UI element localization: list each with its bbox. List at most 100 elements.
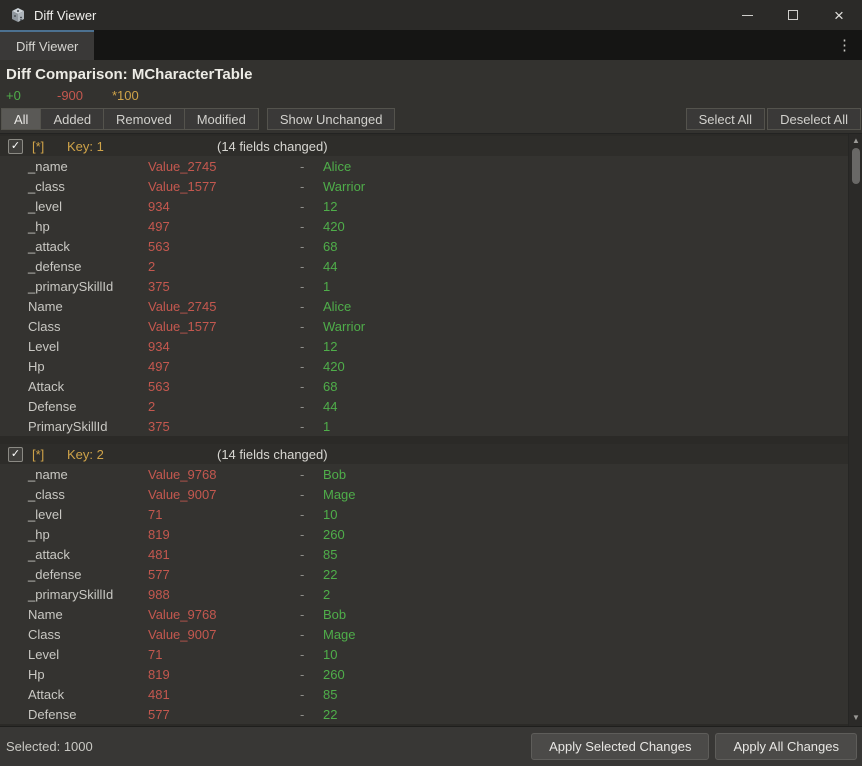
field-new-value: Alice bbox=[323, 298, 352, 314]
group-checkbox[interactable]: ✓ bbox=[8, 446, 23, 462]
filter-added[interactable]: Added bbox=[40, 108, 105, 130]
field-name: _hp bbox=[28, 526, 50, 542]
field-old-value: 577 bbox=[148, 706, 170, 722]
field-old-value: Value_9768 bbox=[148, 466, 217, 482]
field-name: _name bbox=[28, 466, 68, 482]
field-name: Hp bbox=[28, 358, 45, 374]
field-new-value: 22 bbox=[323, 566, 338, 582]
field-row: Attack 481 - 85 bbox=[0, 684, 848, 704]
field-name: Attack bbox=[28, 686, 65, 702]
scroll-up-arrow-icon[interactable]: ▲ bbox=[852, 136, 860, 145]
field-name: Level bbox=[28, 338, 60, 354]
field-row: _hp 497 - 420 bbox=[0, 216, 848, 236]
field-separator: - bbox=[300, 218, 305, 234]
field-name: Class bbox=[28, 318, 61, 334]
field-old-value: Value_1577 bbox=[148, 178, 217, 194]
field-new-value: Mage bbox=[323, 486, 356, 502]
field-row: Defense 577 - 22 bbox=[0, 704, 848, 724]
window-title: Diff Viewer bbox=[34, 7, 97, 23]
field-separator: - bbox=[300, 298, 305, 314]
close-icon: × bbox=[834, 5, 844, 25]
field-old-value: Value_9768 bbox=[148, 606, 217, 622]
filter-toolbar: All Added Removed Modified Show Unchanged S… bbox=[0, 107, 862, 131]
field-new-value: 2 bbox=[323, 586, 331, 602]
field-old-value: 71 bbox=[148, 646, 163, 662]
field-old-value: Value_2745 bbox=[148, 158, 217, 174]
close-button[interactable]: × bbox=[816, 0, 862, 30]
field-separator: - bbox=[300, 378, 305, 394]
field-new-value: 12 bbox=[323, 338, 338, 354]
group-summary: (14 fields changed) bbox=[217, 446, 328, 462]
field-new-value: 22 bbox=[323, 706, 338, 722]
field-row: _name Value_9768 - Bob bbox=[0, 464, 848, 484]
field-row: _defense 577 - 22 bbox=[0, 564, 848, 584]
field-separator: - bbox=[300, 158, 305, 174]
tab-diff-viewer[interactable]: Diff Viewer bbox=[0, 30, 95, 60]
field-old-value: 497 bbox=[148, 358, 170, 374]
header-block: Diff Comparison: MCharacterTable +0 -900… bbox=[0, 60, 862, 105]
filter-modified[interactable]: Modified bbox=[183, 108, 259, 130]
field-row: Name Value_2745 - Alice bbox=[0, 296, 848, 316]
apply-selected-changes-button[interactable]: Apply Selected Changes bbox=[531, 733, 710, 760]
minimize-button[interactable] bbox=[724, 0, 770, 30]
field-new-value: 12 bbox=[323, 198, 338, 214]
field-row: _attack 563 - 68 bbox=[0, 236, 848, 256]
field-new-value: Alice bbox=[323, 158, 352, 174]
maximize-button[interactable] bbox=[770, 0, 816, 30]
field-name: Name bbox=[28, 606, 63, 622]
field-separator: - bbox=[300, 238, 305, 254]
field-old-value: Value_2745 bbox=[148, 298, 217, 314]
scrollbar-thumb[interactable] bbox=[852, 148, 860, 184]
scroll-down-arrow-icon[interactable]: ▼ bbox=[852, 713, 860, 722]
field-name: Defense bbox=[28, 706, 77, 722]
field-row: _name Value_2745 - Alice bbox=[0, 156, 848, 176]
group-header-row[interactable]: ✓ [*] Key: 2 (14 fields changed) bbox=[0, 444, 848, 464]
tab-label: Diff Viewer bbox=[16, 38, 79, 54]
field-separator: - bbox=[300, 506, 305, 522]
field-separator: - bbox=[300, 466, 305, 482]
selected-count-label: Selected: 1000 bbox=[6, 739, 93, 754]
field-old-value: 375 bbox=[148, 418, 170, 434]
field-name: _level bbox=[28, 198, 62, 214]
field-separator: - bbox=[300, 586, 305, 602]
field-new-value: Warrior bbox=[323, 318, 366, 334]
field-row: _hp 819 - 260 bbox=[0, 524, 848, 544]
window-controls: × bbox=[724, 0, 862, 30]
filter-removed[interactable]: Removed bbox=[103, 108, 185, 130]
overflow-menu-button[interactable]: ⋮ bbox=[837, 37, 852, 54]
field-new-value: 85 bbox=[323, 686, 338, 702]
deselect-all-button[interactable]: Deselect All bbox=[767, 108, 861, 130]
vertical-scrollbar[interactable]: ▲ ▼ bbox=[848, 134, 862, 726]
field-row: _class Value_9007 - Mage bbox=[0, 484, 848, 504]
field-new-value: Warrior bbox=[323, 178, 366, 194]
field-row: Level 71 - 10 bbox=[0, 644, 848, 664]
field-row: _primarySkillId 988 - 2 bbox=[0, 584, 848, 604]
field-new-value: 260 bbox=[323, 526, 345, 542]
maximize-icon bbox=[788, 10, 798, 20]
field-name: _defense bbox=[28, 566, 82, 582]
field-separator: - bbox=[300, 646, 305, 662]
field-row: Class Value_9007 - Mage bbox=[0, 624, 848, 644]
group-checkbox[interactable]: ✓ bbox=[8, 138, 23, 154]
field-row: Defense 2 - 44 bbox=[0, 396, 848, 416]
diff-stats: +0 -900 *100 bbox=[6, 85, 856, 105]
group-header-row[interactable]: ✓ [*] Key: 1 (14 fields changed) bbox=[0, 136, 848, 156]
field-name: Level bbox=[28, 646, 60, 662]
field-old-value: 481 bbox=[148, 546, 170, 562]
filter-all[interactable]: All bbox=[1, 108, 42, 130]
apply-all-changes-button[interactable]: Apply All Changes bbox=[715, 733, 857, 760]
field-new-value: 1 bbox=[323, 418, 331, 434]
field-name: _attack bbox=[28, 238, 70, 254]
field-name: Class bbox=[28, 626, 61, 642]
field-old-value: 71 bbox=[148, 506, 163, 522]
field-new-value: 260 bbox=[323, 666, 345, 682]
field-separator: - bbox=[300, 178, 305, 194]
show-unchanged-toggle[interactable]: Show Unchanged bbox=[266, 108, 396, 130]
select-all-button[interactable]: Select All bbox=[685, 108, 766, 130]
field-new-value: 44 bbox=[323, 258, 338, 274]
field-row: Hp 819 - 260 bbox=[0, 664, 848, 684]
field-old-value: Value_1577 bbox=[148, 318, 217, 334]
field-row: PrimarySkillId 375 - 1 bbox=[0, 416, 848, 436]
field-name: _level bbox=[28, 506, 62, 522]
